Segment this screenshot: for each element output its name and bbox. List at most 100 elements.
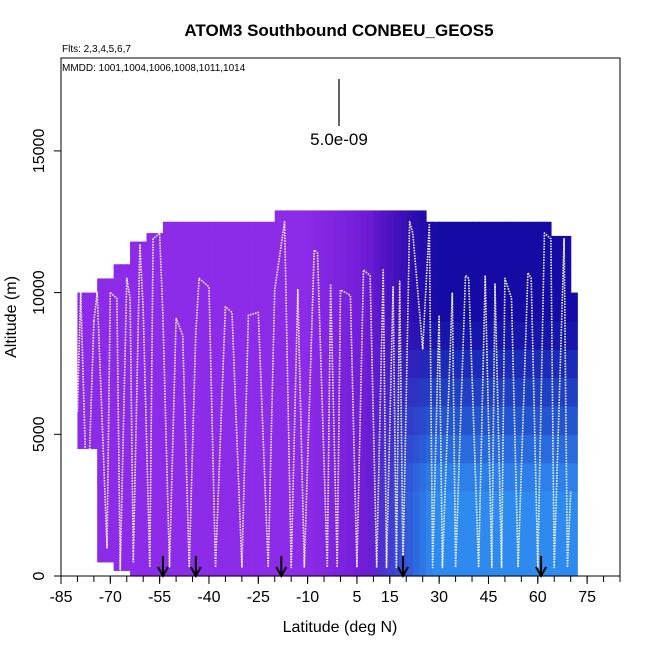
heatmap-cell: [452, 235, 460, 265]
x-tick-label: 5: [352, 589, 361, 606]
heatmap-cell: [386, 434, 394, 464]
heatmap-cell: [478, 377, 486, 407]
heatmap-cell: [353, 210, 361, 237]
heatmap-cell: [143, 547, 148, 577]
heatmap-cell: [425, 221, 434, 237]
heatmap-cell: [110, 335, 115, 365]
heatmap-cell: [235, 377, 243, 407]
heatmap-cell: [136, 519, 144, 549]
heatmap-cell: [445, 405, 453, 435]
heatmap-cell: [544, 235, 552, 265]
heatmap-cell: [162, 235, 171, 265]
heatmap-cell: [320, 349, 328, 379]
heatmap-cell: [360, 320, 368, 350]
heatmap-cell: [307, 462, 315, 492]
heatmap-cell: [524, 462, 532, 492]
heatmap-cell: [445, 490, 453, 520]
heatmap-cell: [235, 292, 243, 322]
heatmap-cell: [498, 462, 506, 492]
heatmap-cell: [458, 292, 467, 322]
heatmap-cell: [248, 221, 256, 237]
heatmap-cell: [485, 405, 493, 435]
x-tick-label: 60: [529, 589, 547, 606]
heatmap-cell: [425, 462, 434, 492]
heatmap-cell: [208, 235, 217, 265]
heatmap-cell: [544, 519, 552, 549]
heatmap-cell: [570, 320, 578, 350]
heatmap-cell: [162, 490, 171, 520]
heatmap-cell: [333, 434, 342, 464]
heatmap-cell: [544, 547, 552, 577]
heatmap-cell: [241, 221, 250, 237]
heatmap-cell: [439, 349, 447, 379]
heatmap-cell: [195, 405, 203, 435]
heatmap-cell: [570, 547, 578, 577]
heatmap-cell: [215, 349, 223, 379]
heatmap-cell: [195, 519, 203, 549]
heatmap-cell: [176, 320, 184, 350]
heatmap-cell: [366, 462, 374, 492]
heatmap-cell: [222, 462, 230, 492]
heatmap-cell: [557, 462, 565, 492]
heatmap-cell: [399, 210, 407, 237]
heatmap-cell: [176, 405, 184, 435]
heatmap-cell: [379, 235, 388, 265]
heatmap-cell: [498, 349, 506, 379]
heatmap-cell: [537, 519, 545, 549]
heatmap-cell: [208, 519, 217, 549]
heatmap-cell: [353, 292, 361, 322]
heatmap-cell: [248, 519, 256, 549]
heatmap-cell: [511, 292, 519, 322]
heatmap-cell: [419, 292, 427, 322]
heatmap-cell: [511, 547, 519, 577]
heatmap-cell: [550, 519, 559, 549]
heatmap-cell: [544, 405, 552, 435]
heatmap-cell: [301, 349, 309, 379]
heatmap-cell: [281, 547, 289, 577]
heatmap-cell: [146, 349, 154, 379]
heatmap-cell: [182, 264, 190, 294]
heatmap-cell: [379, 377, 388, 407]
heatmap-cell: [314, 210, 322, 237]
heatmap-cell: [169, 462, 177, 492]
heatmap-cell: [202, 405, 210, 435]
heatmap-cell: [110, 391, 115, 421]
heatmap-cell: [235, 462, 243, 492]
heatmap-cell: [544, 462, 552, 492]
heatmap-cell: [347, 547, 355, 577]
heatmap-cell: [419, 405, 427, 435]
heatmap-cell: [524, 547, 532, 577]
heatmap-cell: [222, 405, 230, 435]
heatmap-cell: [84, 306, 92, 336]
heatmap-cell: [373, 462, 381, 492]
x-tick-label: -70: [99, 589, 122, 606]
heatmap-cell: [320, 519, 328, 549]
heatmap-cell: [294, 519, 302, 549]
heatmap-cell: [97, 391, 105, 421]
heatmap-cell: [511, 377, 519, 407]
heatmap-cell: [406, 264, 414, 294]
heatmap-cell: [228, 377, 236, 407]
heatmap-cell: [432, 320, 440, 350]
heatmap-cell: [360, 434, 368, 464]
heatmap-cell: [333, 547, 342, 577]
heatmap-cell: [228, 264, 236, 294]
heatmap-cell: [478, 235, 486, 265]
heatmap-cell: [472, 349, 480, 379]
heatmap-cell: [294, 377, 302, 407]
heatmap-cell: [465, 434, 473, 464]
heatmap-cell: [498, 235, 506, 265]
heatmap-cell: [195, 292, 203, 322]
heatmap-cell: [504, 434, 513, 464]
heatmap-cell: [406, 490, 414, 520]
heatmap-cell: [301, 210, 309, 237]
heatmap-cell: [314, 405, 322, 435]
heatmap-cell: [379, 547, 388, 577]
heatmap-cell: [153, 547, 161, 577]
heatmap-cell: [557, 519, 565, 549]
heatmap-cell: [182, 434, 190, 464]
heatmap-cell: [208, 264, 217, 294]
heatmap-cell: [241, 349, 250, 379]
x-tick-label: -85: [49, 589, 72, 606]
heatmap-cell: [518, 235, 526, 265]
